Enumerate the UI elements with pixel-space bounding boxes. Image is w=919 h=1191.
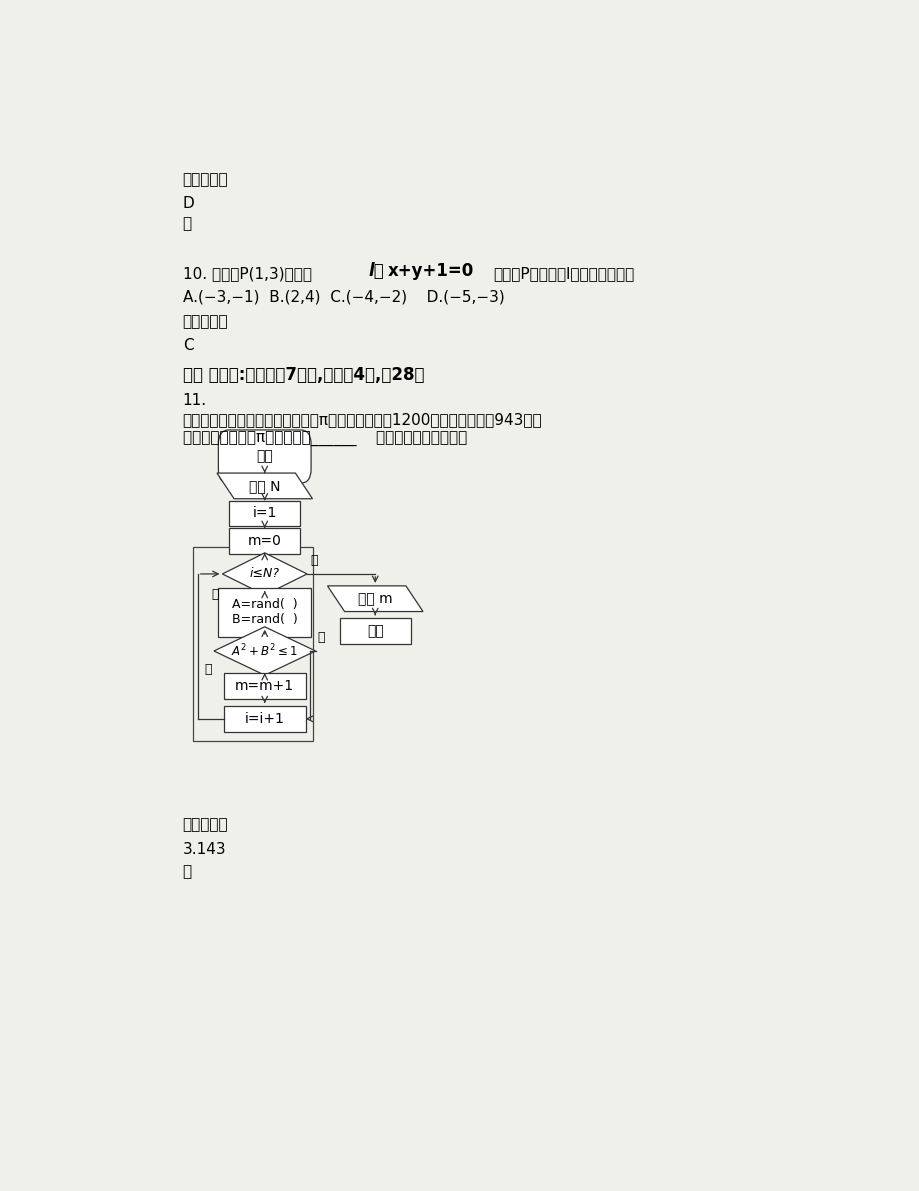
Text: 输入 N: 输入 N [249, 479, 280, 493]
Text: 运用此方法，计算π的近似値为______    （保留四位有效数字）: 运用此方法，计算π的近似値为______ （保留四位有效数字） [183, 432, 467, 447]
Text: 开始: 开始 [256, 449, 273, 463]
Text: 略: 略 [183, 865, 192, 880]
Text: 11.: 11. [183, 393, 207, 409]
Text: 二、 填空题:本大题共7小题,每小邘4分,內28分: 二、 填空题:本大题共7小题,每小邘4分,內28分 [183, 366, 424, 384]
FancyBboxPatch shape [223, 706, 305, 731]
Text: 参考答案：: 参考答案： [183, 817, 228, 833]
Text: ，则点P关于直线l的对称点坐标为: ，则点P关于直线l的对称点坐标为 [493, 266, 633, 281]
Text: i≤N?: i≤N? [249, 567, 279, 580]
Text: x+y+1=0: x+y+1=0 [387, 262, 473, 280]
Text: 10. 已知点P(1,3)与直线: 10. 已知点P(1,3)与直线 [183, 266, 312, 281]
Text: 输出 m: 输出 m [357, 592, 392, 606]
FancyBboxPatch shape [223, 673, 305, 699]
Text: l：: l： [368, 262, 383, 280]
Text: 参考答案：: 参考答案： [183, 173, 228, 187]
FancyBboxPatch shape [229, 528, 300, 554]
Text: 参考答案：: 参考答案： [183, 314, 228, 330]
Polygon shape [214, 626, 315, 675]
Text: A.(−3,−1)  B.(2,4)  C.(−4,−2)    D.(−5,−3): A.(−3,−1) B.(2,4) C.(−4,−2) D.(−5,−3) [183, 289, 504, 305]
Text: m=0: m=0 [247, 534, 281, 548]
FancyBboxPatch shape [218, 430, 311, 484]
Polygon shape [222, 553, 307, 596]
Text: C: C [183, 338, 193, 354]
Text: m=m+1: m=m+1 [235, 679, 294, 693]
Text: i=1: i=1 [253, 506, 277, 520]
Text: 否: 否 [311, 554, 318, 567]
Text: 略: 略 [183, 217, 192, 231]
Text: 否: 否 [317, 631, 324, 643]
Polygon shape [217, 473, 312, 499]
Text: 是: 是 [204, 663, 211, 676]
Text: $A^2+B^2\leq1$: $A^2+B^2\leq1$ [231, 643, 298, 660]
FancyBboxPatch shape [339, 618, 411, 643]
Text: i=i+1: i=i+1 [244, 712, 284, 725]
FancyBboxPatch shape [229, 500, 300, 526]
Text: 结束: 结束 [367, 624, 383, 638]
Text: 3.143: 3.143 [183, 842, 226, 856]
Text: 是: 是 [211, 587, 219, 600]
Text: D: D [183, 197, 194, 211]
Text: A=rand(  )
B=rand(  ): A=rand( ) B=rand( ) [232, 598, 297, 626]
FancyBboxPatch shape [218, 588, 311, 637]
Text: 如下的程序框图可用来估计圆周率π的値．如果输入1200，输出的结果为943，则: 如下的程序框图可用来估计圆周率π的値．如果输入1200，输出的结果为943，则 [183, 412, 542, 428]
Polygon shape [327, 586, 423, 611]
